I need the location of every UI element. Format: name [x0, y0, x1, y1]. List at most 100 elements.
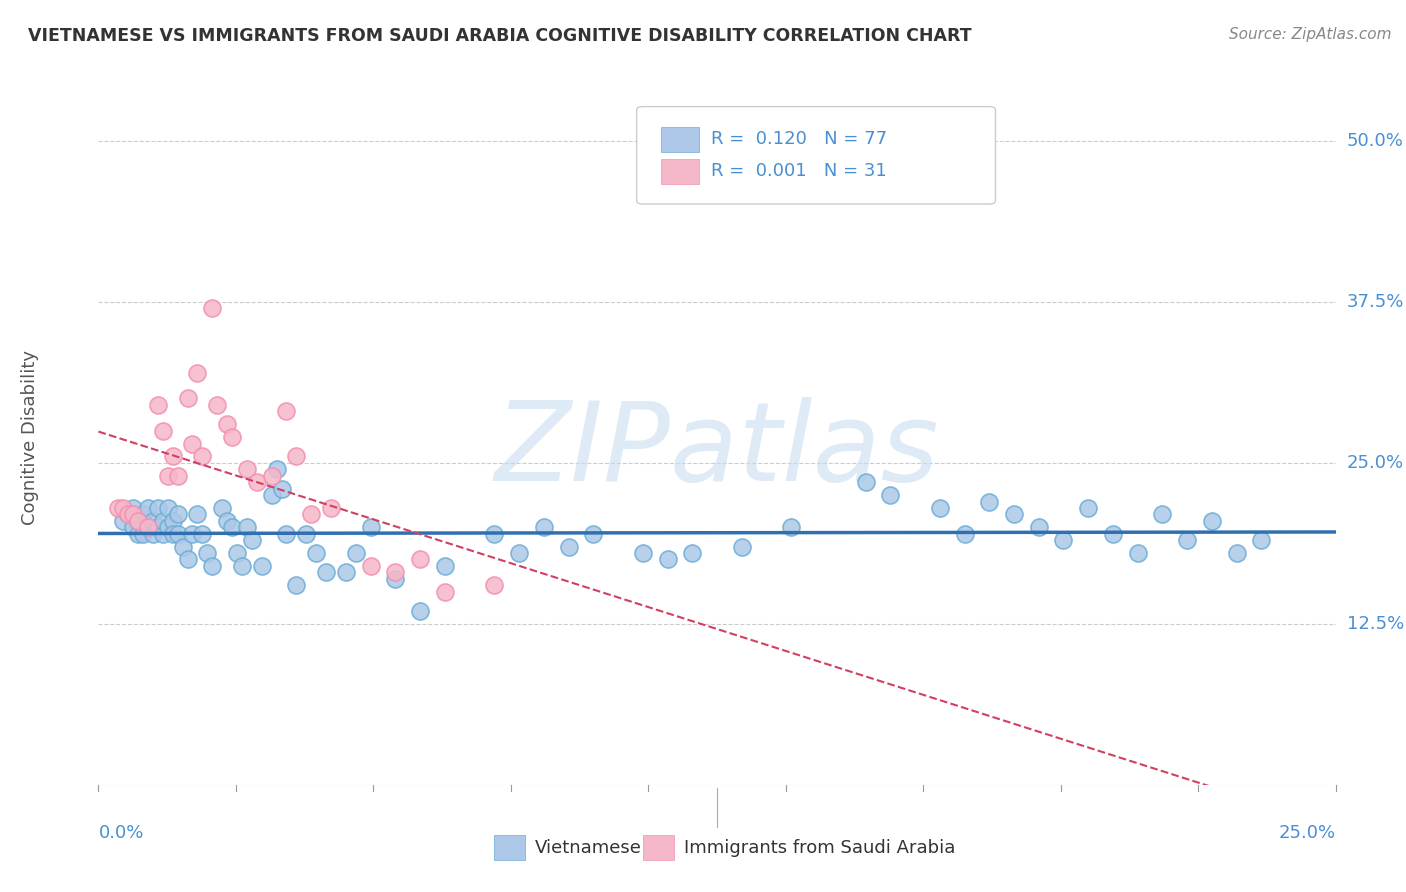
Point [107, 500, 129, 515]
Text: Vietnamese: Vietnamese [536, 838, 643, 856]
Point [299, 508, 322, 522]
Point [319, 500, 342, 515]
Point [260, 488, 283, 502]
Point [176, 392, 198, 406]
Point [360, 520, 382, 534]
Point [484, 526, 506, 541]
Point [484, 578, 506, 592]
Point [191, 450, 214, 464]
Point [1126, 546, 1149, 560]
Point [1102, 526, 1125, 541]
Point [315, 566, 337, 580]
Point [285, 578, 308, 592]
Point [582, 526, 605, 541]
Text: VIETNAMESE VS IMMIGRANTS FROM SAUDI ARABIA COGNITIVE DISABILITY CORRELATION CHAR: VIETNAMESE VS IMMIGRANTS FROM SAUDI ARAB… [28, 27, 972, 45]
Text: Cognitive Disability: Cognitive Disability [21, 350, 39, 524]
Point [236, 462, 259, 476]
Bar [643, 835, 673, 860]
Text: 25.0%: 25.0% [1278, 824, 1336, 842]
Point [156, 468, 179, 483]
Point [122, 520, 145, 534]
Point [557, 540, 579, 554]
Point [117, 508, 139, 522]
Point [1175, 533, 1198, 548]
Point [657, 552, 679, 566]
Point [384, 572, 406, 586]
Point [127, 526, 149, 541]
Text: 0.0%: 0.0% [98, 824, 143, 842]
Point [195, 546, 218, 560]
Point [152, 424, 174, 438]
Point [132, 526, 155, 541]
Point [276, 404, 298, 418]
Point [879, 488, 901, 502]
Point [953, 526, 976, 541]
Point [250, 558, 273, 573]
Point [231, 558, 253, 573]
Point [384, 566, 406, 580]
Point [928, 500, 950, 515]
Point [1226, 546, 1249, 560]
Point [122, 500, 145, 515]
Point [201, 301, 224, 316]
Text: R =  0.001   N = 31: R = 0.001 N = 31 [711, 162, 887, 180]
Text: Source: ZipAtlas.com: Source: ZipAtlas.com [1229, 27, 1392, 42]
Point [240, 533, 263, 548]
Point [433, 558, 456, 573]
Point [508, 546, 530, 560]
Point [127, 514, 149, 528]
Point [217, 514, 239, 528]
Point [221, 520, 243, 534]
Point [270, 482, 292, 496]
Point [142, 526, 165, 541]
Point [360, 558, 382, 573]
Point [162, 514, 184, 528]
Point [409, 552, 432, 566]
Text: 25.0%: 25.0% [1347, 454, 1405, 472]
Point [176, 552, 198, 566]
Point [152, 514, 174, 528]
Point [217, 417, 239, 432]
Text: 12.5%: 12.5% [1347, 615, 1405, 633]
Point [117, 508, 139, 522]
Bar [661, 127, 699, 152]
Point [295, 526, 318, 541]
Point [226, 546, 249, 560]
Text: R =  0.120   N = 77: R = 0.120 N = 77 [711, 130, 887, 148]
Point [731, 540, 754, 554]
Point [127, 514, 149, 528]
Point [409, 604, 432, 618]
Point [132, 508, 155, 522]
Point [112, 500, 135, 515]
Point [146, 500, 169, 515]
Point [1028, 520, 1050, 534]
Text: 50.0%: 50.0% [1347, 132, 1403, 150]
Point [433, 584, 456, 599]
Point [191, 526, 214, 541]
Point [260, 468, 283, 483]
Point [1152, 508, 1174, 522]
Point [276, 526, 298, 541]
Point [221, 430, 243, 444]
Point [136, 520, 159, 534]
Point [533, 520, 555, 534]
Point [162, 450, 184, 464]
Point [181, 526, 204, 541]
Point [201, 558, 224, 573]
Bar [495, 835, 526, 860]
Point [285, 450, 308, 464]
FancyBboxPatch shape [637, 106, 995, 204]
Point [855, 475, 877, 490]
Point [681, 546, 703, 560]
Point [186, 366, 208, 380]
Point [156, 500, 179, 515]
Point [166, 508, 188, 522]
Point [979, 494, 1001, 508]
Point [780, 520, 803, 534]
Point [166, 526, 188, 541]
Point [1052, 533, 1074, 548]
Point [236, 520, 259, 534]
Point [631, 546, 654, 560]
Point [211, 500, 233, 515]
Point [152, 526, 174, 541]
